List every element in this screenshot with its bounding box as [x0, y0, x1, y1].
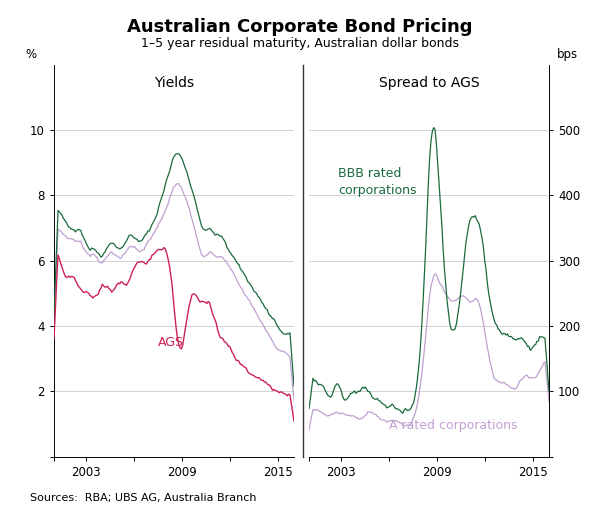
- Text: A rated corporations: A rated corporations: [389, 419, 517, 432]
- Text: Yields: Yields: [154, 76, 194, 90]
- Text: Sources:  RBA; UBS AG, Australia Branch: Sources: RBA; UBS AG, Australia Branch: [30, 493, 257, 503]
- Text: bps: bps: [557, 47, 578, 60]
- Text: %: %: [25, 47, 37, 60]
- Text: AGS: AGS: [158, 336, 184, 349]
- Text: Australian Corporate Bond Pricing: Australian Corporate Bond Pricing: [127, 18, 473, 36]
- Text: 1–5 year residual maturity, Australian dollar bonds: 1–5 year residual maturity, Australian d…: [141, 37, 459, 50]
- Text: BBB rated
corporations: BBB rated corporations: [338, 167, 416, 197]
- Text: Spread to AGS: Spread to AGS: [379, 76, 479, 90]
